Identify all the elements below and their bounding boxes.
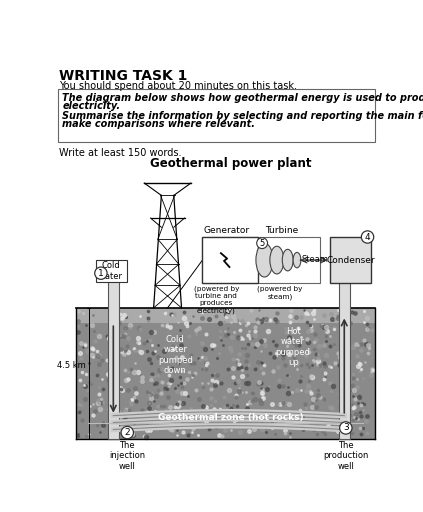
Ellipse shape — [270, 246, 284, 274]
Bar — [96, 260, 126, 282]
Bar — [76, 308, 374, 439]
Text: The diagram below shows how geothermal energy is used to produce: The diagram below shows how geothermal e… — [62, 93, 423, 103]
Text: Geothermal zone (hot rocks): Geothermal zone (hot rocks) — [158, 413, 304, 422]
Text: Summarise the information by selecting and reporting the main features, and: Summarise the information by selecting a… — [62, 111, 423, 121]
Bar — [339, 271, 350, 439]
Text: 1: 1 — [98, 269, 104, 278]
Ellipse shape — [282, 249, 293, 271]
Text: WRITING TASK 1: WRITING TASK 1 — [59, 69, 187, 83]
Text: 3: 3 — [343, 423, 349, 433]
Text: Cold
water
pumped
down: Cold water pumped down — [158, 335, 193, 375]
Circle shape — [257, 238, 268, 248]
Ellipse shape — [256, 243, 273, 277]
Circle shape — [121, 426, 134, 439]
Text: Generator: Generator — [203, 226, 250, 234]
Bar — [203, 237, 258, 283]
Bar — [108, 271, 119, 439]
Text: The
production
well: The production well — [323, 441, 368, 471]
Text: Steam: Steam — [302, 255, 329, 264]
Text: (powered by
turbine and
produces
electricity): (powered by turbine and produces electri… — [194, 286, 239, 313]
Text: The
injection
well: The injection well — [109, 441, 146, 471]
Text: electricity.: electricity. — [62, 101, 120, 112]
Ellipse shape — [293, 252, 301, 268]
Text: 4: 4 — [365, 232, 371, 242]
Bar — [330, 237, 371, 283]
Text: 5: 5 — [259, 239, 265, 248]
Text: You should spend about 20 minutes on this task.: You should spend about 20 minutes on thi… — [59, 81, 297, 92]
Text: (powered by
steam): (powered by steam) — [257, 286, 302, 300]
Text: Condenser: Condenser — [326, 255, 375, 265]
Circle shape — [340, 422, 352, 434]
Text: Geothermal power plant: Geothermal power plant — [150, 157, 312, 170]
Text: Hot
water
pumped
up: Hot water pumped up — [276, 327, 310, 367]
Text: 4.5 km: 4.5 km — [57, 361, 85, 370]
Text: Cold
water: Cold water — [99, 261, 123, 281]
Text: Write at least 150 words.: Write at least 150 words. — [59, 147, 181, 158]
Bar — [76, 308, 374, 323]
Text: Turbine: Turbine — [265, 226, 298, 234]
Circle shape — [361, 231, 374, 243]
Text: make comparisons where relevant.: make comparisons where relevant. — [62, 119, 255, 129]
Text: 2: 2 — [124, 428, 130, 437]
Bar — [203, 237, 320, 283]
Circle shape — [95, 267, 107, 280]
FancyBboxPatch shape — [58, 89, 375, 141]
